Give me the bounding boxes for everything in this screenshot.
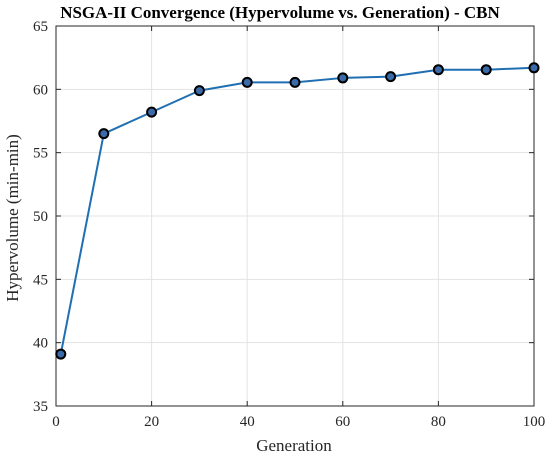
y-axis-label: Hypervolume (min-min) [3,134,22,302]
y-tick-label: 35 [33,399,48,415]
x-tick-label: 80 [431,414,446,430]
y-tick-label: 55 [33,146,48,162]
data-point [385,71,397,83]
data-point [146,106,158,118]
x-tick-label: 0 [52,414,60,430]
data-point [337,72,349,84]
x-tick-label: 20 [144,414,159,430]
data-point [480,64,492,76]
data-point [55,348,67,360]
series-line [59,66,535,355]
x-tick-label: 40 [240,414,255,430]
chart-title: NSGA-II Convergence (Hypervolume vs. Gen… [60,3,500,22]
data-point [289,76,301,88]
data-point [528,62,540,74]
y-axis: 35 40 45 50 55 60 65 [33,19,534,415]
x-tick-label: 100 [523,414,546,430]
data-point [432,64,444,76]
y-tick-label: 65 [33,19,48,35]
data-point [241,76,253,88]
x-axis: 0 20 40 60 80 100 [52,26,545,430]
y-tick-label: 45 [33,272,48,288]
data-point [193,85,205,97]
series-layer [55,62,540,360]
x-axis-label: Generation [256,436,332,455]
y-tick-label: 40 [33,336,48,352]
data-point [98,128,110,140]
x-tick-label: 60 [335,414,350,430]
y-tick-label: 60 [33,82,48,98]
y-tick-label: 50 [33,209,48,225]
